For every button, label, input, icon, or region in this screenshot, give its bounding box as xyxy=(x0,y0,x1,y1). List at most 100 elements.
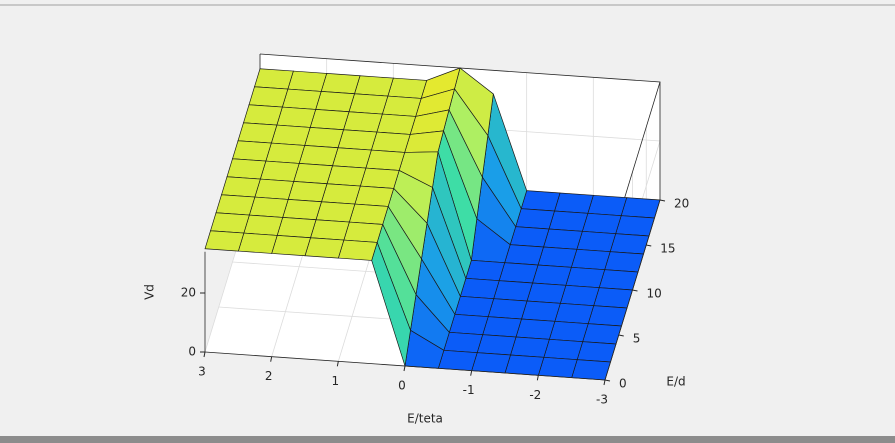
surface-patch xyxy=(248,86,289,108)
x-tick xyxy=(536,375,539,381)
surface-patch xyxy=(471,352,511,374)
surface-patch xyxy=(210,212,250,234)
surface-patch xyxy=(343,221,384,243)
surface-patch xyxy=(354,75,394,97)
z-tick-label: 20 xyxy=(181,286,196,300)
surface-patch xyxy=(309,109,350,131)
surface-patch xyxy=(615,215,655,237)
surface-patch xyxy=(543,338,584,361)
surface-patch xyxy=(459,277,500,300)
y-tick xyxy=(618,334,624,337)
surface-patch xyxy=(270,124,311,146)
surface-patch xyxy=(232,140,272,162)
surface-patch xyxy=(609,233,650,255)
surface-patch xyxy=(576,230,617,253)
surface-patch xyxy=(370,131,411,153)
surface-patch xyxy=(504,354,545,376)
surface-patch xyxy=(520,190,561,212)
surface-patch xyxy=(304,127,344,149)
surface-patch xyxy=(259,160,300,182)
surface-patch xyxy=(348,203,389,225)
surface-patch xyxy=(504,244,544,266)
surface-patch xyxy=(226,158,267,180)
surface-patch xyxy=(276,106,317,128)
x-tick-label: 1 xyxy=(332,374,340,388)
x-tick-label: 0 xyxy=(398,379,406,393)
surface-patch xyxy=(254,68,294,90)
x-tick xyxy=(470,370,473,376)
surface-patch xyxy=(598,269,639,291)
surface-patch xyxy=(326,165,367,187)
surface-patch xyxy=(465,259,506,282)
surface-patch xyxy=(343,111,383,133)
surface-patch xyxy=(254,178,295,200)
surface-patch xyxy=(576,341,617,363)
surface-patch xyxy=(281,88,322,110)
surface-patch xyxy=(287,70,328,92)
y-tick xyxy=(632,289,638,292)
surface-patch xyxy=(554,192,594,214)
surface-patch xyxy=(604,251,644,273)
surface-patch xyxy=(293,163,333,185)
surface-patch xyxy=(348,93,389,115)
surface-patch xyxy=(332,147,372,169)
surface-patch xyxy=(298,145,339,167)
y-tick-label: 15 xyxy=(660,242,675,256)
surface-patch xyxy=(237,232,278,254)
surface-patch xyxy=(215,194,256,216)
surface-patch xyxy=(537,246,578,268)
x-tick-label: -1 xyxy=(463,383,475,397)
x-tick-label: -3 xyxy=(596,393,608,407)
surface-patch xyxy=(587,305,628,327)
x-tick xyxy=(336,361,339,367)
x-tick-label: 3 xyxy=(198,365,206,379)
surface-patch xyxy=(243,214,284,236)
surface-patch xyxy=(543,228,583,250)
x-tick-label: -2 xyxy=(529,388,541,402)
x-tick xyxy=(603,379,606,386)
surface-patch xyxy=(320,73,361,95)
surface-patch xyxy=(548,210,589,232)
surface-patch xyxy=(570,248,611,271)
surface-patch xyxy=(376,113,417,135)
surface-patch xyxy=(321,183,361,205)
surface-patch xyxy=(387,77,428,99)
surface-patch xyxy=(271,235,311,257)
surface-patch xyxy=(548,320,589,343)
y-tick xyxy=(604,379,611,382)
surface-patch xyxy=(515,208,555,230)
surface-patch xyxy=(554,302,595,325)
surface-patch xyxy=(265,142,306,164)
surface-patch xyxy=(276,217,317,239)
surface-patch xyxy=(476,334,517,356)
surface-patch xyxy=(304,237,345,259)
surface-patch xyxy=(537,356,578,379)
surface-patch xyxy=(315,201,356,223)
surface-patch xyxy=(521,300,561,322)
surface-patch xyxy=(587,194,628,217)
x-tick xyxy=(203,351,206,358)
surface-patch xyxy=(381,95,422,117)
surface-patch xyxy=(237,122,278,144)
surface-patch xyxy=(498,262,539,284)
surface-patch xyxy=(337,239,378,261)
surface-patch xyxy=(620,197,661,219)
surface-patch xyxy=(365,149,406,171)
surface-patch xyxy=(593,287,633,309)
surface-patch xyxy=(359,167,400,189)
surface-patch xyxy=(482,316,522,338)
surface-patch xyxy=(337,129,378,151)
surface-patch xyxy=(404,130,444,153)
surface-patch xyxy=(443,331,484,354)
surface-patch xyxy=(287,181,328,203)
surface-patch xyxy=(204,230,245,252)
surface-patch xyxy=(582,323,622,345)
y-tick-label: 10 xyxy=(647,287,662,301)
surface-patch xyxy=(454,295,495,318)
x-tick xyxy=(270,356,273,362)
surface-patch xyxy=(282,199,322,221)
x-tick-label: 2 xyxy=(265,369,273,383)
y-tick xyxy=(659,199,666,202)
surface-patch xyxy=(448,313,489,336)
